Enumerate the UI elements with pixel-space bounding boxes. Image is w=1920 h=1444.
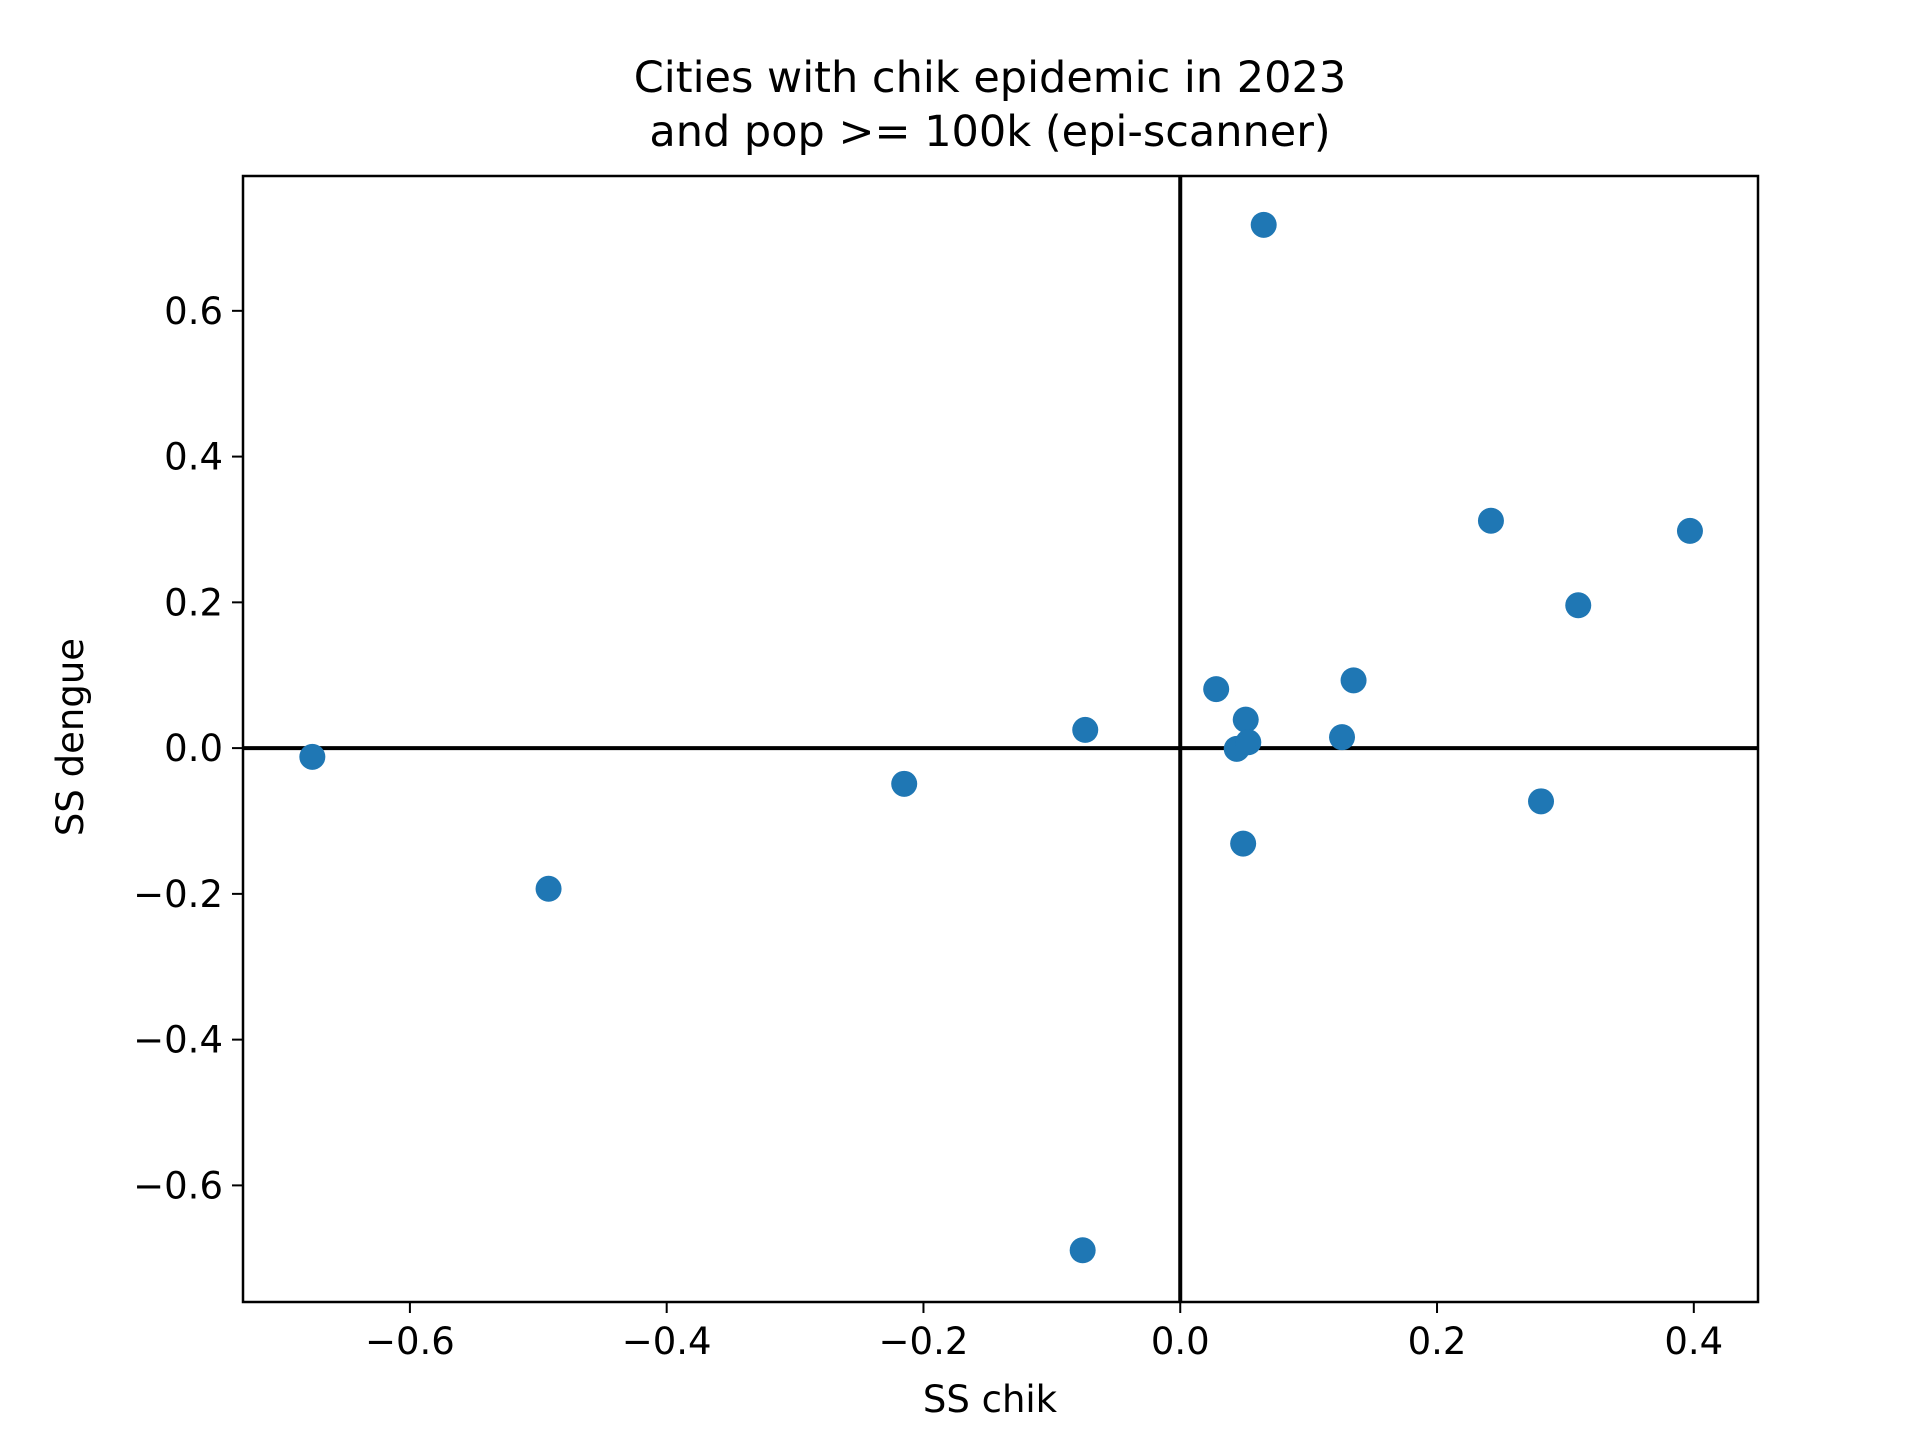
x-tick-label: 0.2 <box>1408 1320 1467 1363</box>
data-point <box>1340 667 1367 694</box>
y-tick-label: 0.0 <box>164 727 223 770</box>
x-tick-label: −0.6 <box>365 1320 455 1363</box>
data-point <box>1565 592 1592 619</box>
data-point <box>1329 724 1356 751</box>
data-point <box>1477 507 1504 534</box>
y-tick-label: −0.2 <box>133 873 223 916</box>
x-tick-label: −0.2 <box>879 1320 969 1363</box>
data-point <box>1069 1237 1096 1264</box>
plot-frame <box>241 174 1760 1304</box>
x-axis-label: SS chik <box>923 1378 1058 1421</box>
y-tick-label: 0.6 <box>164 290 223 333</box>
x-tick-label: 0.0 <box>1151 1320 1210 1363</box>
data-point <box>1230 830 1257 857</box>
y-axis-ticks: 0.6 0.4 0.2 0.0 −0.2 −0.4 −0.6 <box>133 290 243 1207</box>
chart-title-line-1: Cities with chik epidemic in 2023 <box>634 53 1347 103</box>
chart-title-line-2: and pop >= 100k (epi-scanner) <box>649 107 1330 157</box>
data-point <box>1232 706 1259 733</box>
y-tick-label: −0.4 <box>133 1019 223 1062</box>
data-point <box>1203 676 1230 703</box>
chart-title: Cities with chik epidemic in 2023 and po… <box>634 53 1347 157</box>
x-tick-label: −0.4 <box>622 1320 712 1363</box>
data-point <box>1676 517 1703 544</box>
data-point <box>891 770 918 797</box>
data-point <box>1072 716 1099 743</box>
y-tick-label: −0.6 <box>133 1164 223 1207</box>
y-axis-label: SS dengue <box>49 638 92 836</box>
data-point <box>1528 788 1555 815</box>
reference-lines <box>243 176 1758 1302</box>
data-point <box>1235 729 1262 756</box>
data-point <box>535 875 562 902</box>
data-points <box>299 211 1703 1264</box>
y-tick-label: 0.2 <box>164 581 223 624</box>
data-point <box>299 743 326 770</box>
data-point <box>1250 211 1277 238</box>
x-axis-ticks: −0.6 −0.4 −0.2 0.0 0.2 0.4 <box>365 1302 1723 1363</box>
y-tick-label: 0.4 <box>164 436 223 479</box>
x-tick-label: 0.4 <box>1664 1320 1723 1363</box>
